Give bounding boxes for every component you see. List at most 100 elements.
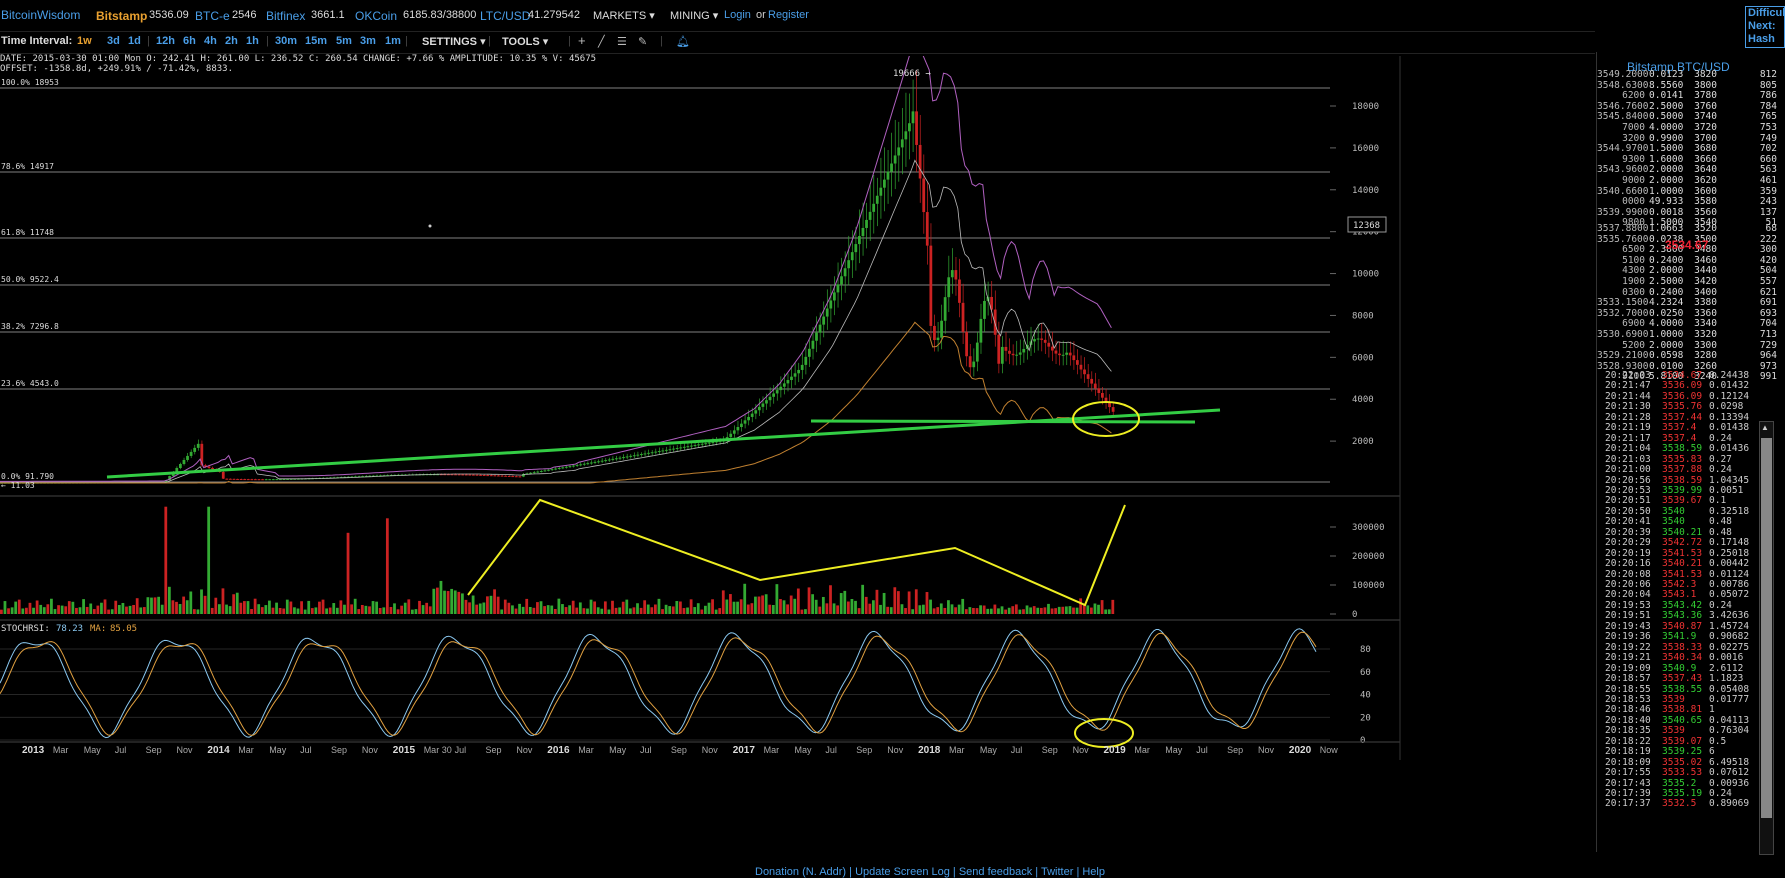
orderbook-ask-row[interactable]: 3539.9900 0.0018 3560 137: [1597, 207, 1777, 219]
interval-5m[interactable]: 5m: [336, 35, 352, 47]
candle-body: [1065, 352, 1069, 355]
line-tool-icon[interactable]: ╱: [598, 36, 605, 48]
interval-15m[interactable]: 15m: [305, 35, 328, 47]
orderbook-cell: 691: [1759, 297, 1777, 309]
orderbook-bid-row[interactable]: 5200 2.0000 3300 729: [1597, 340, 1777, 352]
settings-menu[interactable]: SETTINGS ▾: [422, 35, 486, 48]
orderbook-ask-row[interactable]: 3546.7600 2.5000 3760 784: [1597, 101, 1777, 113]
interval-3m[interactable]: 3m: [360, 35, 376, 47]
volume-bar: [807, 587, 811, 614]
alert-bell-icon[interactable]: 🔔︎: [676, 36, 690, 48]
volume-bar: [507, 602, 511, 614]
market-ltcusd-link[interactable]: LTC/USD: [480, 9, 531, 23]
login-link[interactable]: Login: [724, 9, 751, 21]
trade-cell: 20:18:19: [1605, 746, 1651, 758]
orderbook-bid-row[interactable]: 0300 0.2400 3400 621: [1597, 286, 1777, 299]
orderbook-ask-row[interactable]: 3549.2000 0.0123 3820 812: [1597, 69, 1777, 81]
time-axis-label: Nov: [516, 745, 533, 755]
candle-body: [1086, 374, 1090, 379]
pen-tool-icon[interactable]: ✎: [638, 36, 648, 48]
market-bitfinex-link[interactable]: Bitfinex: [266, 9, 306, 23]
orderbook-bid-row[interactable]: 3528.9300 0.0100 3260 973: [1597, 361, 1777, 373]
orderbook-ask-row[interactable]: 0000 49.933 3580 243: [1597, 197, 1777, 208]
interval-6h[interactable]: 6h: [183, 35, 196, 47]
volume-bar: [546, 605, 550, 614]
orderbook-ask-row[interactable]: 3544.9700 1.5000 3680 702: [1597, 144, 1777, 155]
market-btce-link[interactable]: BTC-e: [195, 9, 230, 23]
mining-menu[interactable]: MINING ▾: [670, 9, 718, 22]
volume-bar: [975, 608, 979, 614]
difficulty-panel[interactable]: Difficul Next: Hash R: [1745, 6, 1785, 48]
site-logo[interactable]: BitcoinWisdom: [1, 8, 81, 22]
orderbook-bid-row[interactable]: 1900 2.5000 3420 557: [1597, 276, 1777, 288]
interval-1h[interactable]: 1h: [246, 35, 259, 47]
orderbook-bid-row[interactable]: 3533.1500 4.2324 3380 691: [1597, 298, 1777, 309]
interval-3d[interactable]: 3d: [107, 35, 120, 47]
orderbook-ask-row[interactable]: 9800 1.5000 3540 51: [1597, 218, 1777, 229]
crosshair-tool-icon[interactable]: +: [578, 33, 586, 48]
orderbook-bid-row[interactable]: 9100 5.8100 3240 991: [1597, 372, 1777, 383]
interval-1w[interactable]: 1w: [77, 35, 92, 47]
orderbook-bid-row[interactable]: 3529.2100 0.0598 3280 964: [1597, 351, 1777, 362]
volume-bar: [435, 587, 439, 614]
orderbook-ask-row[interactable]: 6200 0.0141 3780 786: [1597, 91, 1777, 102]
orderbook-ask-row[interactable]: 3200 0.9900 3700 749: [1597, 133, 1777, 145]
footer-links[interactable]: Donation (N. Addr) | Update Screen Log |…: [755, 866, 1105, 878]
candle-body: [536, 471, 540, 473]
volume-bar: [886, 606, 890, 614]
interval-1d[interactable]: 1d: [128, 35, 141, 47]
volume-bar: [1061, 606, 1065, 614]
volume-bar: [389, 607, 393, 614]
trade-cell: 3535.2: [1662, 777, 1697, 789]
market-okcoin-link[interactable]: OKCoin: [355, 9, 398, 23]
settings-menu-label: SETTINGS: [422, 36, 478, 48]
fib-tool-icon[interactable]: ☰: [617, 36, 627, 48]
scroll-up-icon[interactable]: ▲: [1761, 423, 1769, 432]
volume-bar: [110, 609, 114, 614]
trade-cell: 3535.83: [1662, 453, 1703, 465]
orderbook-bid-row[interactable]: 3532.7000 0.0250 3360 693: [1597, 308, 1777, 320]
candle-body: [1058, 353, 1061, 356]
orderbook-bid-row[interactable]: 3535.7600 0.0238 3500 222: [1597, 234, 1777, 246]
orderbook-ask-row[interactable]: 9000 2.0000 3620 461: [1597, 175, 1777, 187]
trades-scrollbar[interactable]: ▲: [1759, 421, 1774, 855]
orderbook-ask-row[interactable]: 7000 4.0000 3720 753: [1597, 122, 1777, 134]
candle-body: [246, 479, 250, 481]
interval-30m[interactable]: 30m: [275, 35, 298, 47]
orderbook-bid-row[interactable]: 4300 2.0000 3440 504: [1597, 266, 1777, 277]
market-bitstamp-link[interactable]: Bitstamp: [96, 9, 148, 23]
orderbook-ask-row[interactable]: 3543.9600 2.0000 3640 563: [1597, 165, 1777, 176]
orderbook-cell: 3400: [1694, 286, 1717, 298]
orderbook-bid-row[interactable]: 6900 4.0000 3340 704: [1597, 319, 1777, 330]
volume-trend-annotation: [467, 498, 1126, 607]
sidebar-title[interactable]: Bitstamp BTC/USD: [1627, 60, 1730, 74]
interval-4h[interactable]: 4h: [204, 35, 217, 47]
tools-menu[interactable]: TOOLS ▾: [502, 35, 548, 48]
trade-cell: 20:17:55: [1605, 767, 1651, 779]
orderbook-bid-row[interactable]: 3530.6900 1.0000 3320 713: [1597, 329, 1777, 341]
register-link[interactable]: Register: [768, 9, 809, 21]
orderbook-ask-row[interactable]: 3540.6600 1.0000 3600 359: [1597, 186, 1777, 198]
volume-bar: [907, 591, 911, 614]
orderbook-ask-row[interactable]: 3548.6300 8.5560 3800 805: [1597, 79, 1777, 92]
orderbook-cell: 3548.6300: [1597, 79, 1649, 91]
volume-bar: [528, 606, 532, 614]
orderbook-bid-row[interactable]: 3537.8800 1.0663 3520 68: [1597, 223, 1777, 235]
interval-12h[interactable]: 12h: [156, 35, 175, 47]
interval-1m[interactable]: 1m: [385, 35, 401, 47]
orderbook-ask-row[interactable]: 9300 1.6000 3660 660: [1597, 154, 1777, 166]
orderbook-cell: 3460: [1694, 254, 1717, 266]
orderbook-ask-row[interactable]: 3545.8400 0.5000 3740 765: [1597, 112, 1777, 123]
candle-body: [1104, 397, 1108, 403]
markets-menu[interactable]: MARKETS ▾: [593, 9, 655, 22]
orderbook-bid-row[interactable]: 6500 2.3800 3480 300: [1597, 245, 1777, 256]
orderbook-cell: 1900: [1622, 276, 1645, 287]
orderbook-bid-row[interactable]: 5100 0.2400 3460 420: [1597, 254, 1777, 267]
interval-2h[interactable]: 2h: [225, 35, 238, 47]
orderbook-cell: 991: [1759, 371, 1777, 383]
volume-bar: [1039, 607, 1043, 614]
scrollbar-thumb[interactable]: [1761, 438, 1772, 818]
volume-bar: [511, 605, 514, 614]
volume-bar: [789, 595, 793, 614]
chart-canvas[interactable]: 100.0% 18953 78.6% 14917 61.8% 11748 50.0% …: [0, 56, 1595, 866]
